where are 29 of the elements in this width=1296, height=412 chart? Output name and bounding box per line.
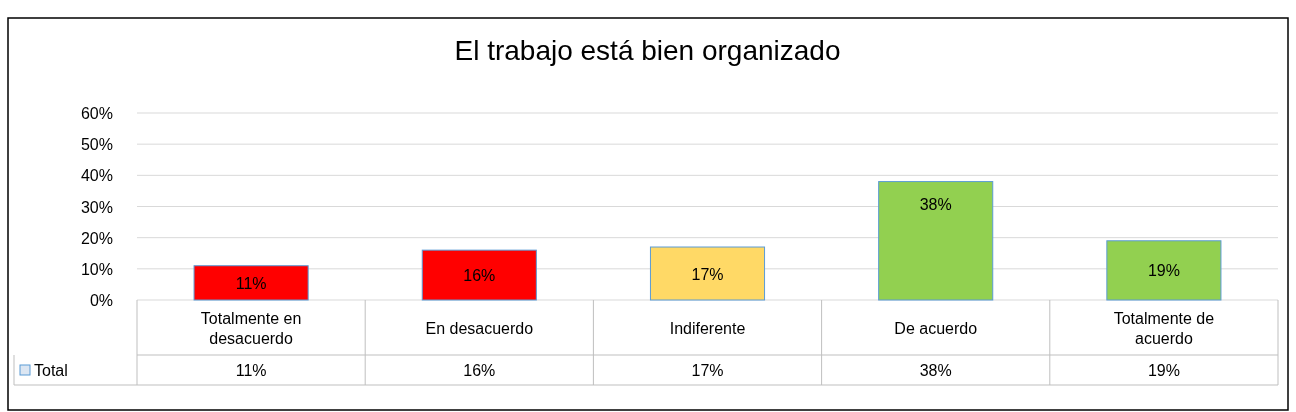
text: 17% [691, 265, 724, 283]
data-label: 17% [691, 362, 724, 379]
y-tick-label: 20% [80, 229, 113, 247]
x-tick-label: Totalmente de acuerdo [1113, 309, 1215, 347]
y-tick-label: 40% [80, 167, 113, 185]
text: Total [34, 362, 68, 379]
x-tick-label: Indiferente [669, 319, 746, 337]
data-label: 38% [919, 362, 952, 379]
x-tick-label: Totalmente en desacuerdo [200, 309, 302, 347]
data-label: 11% [235, 362, 267, 379]
y-tick-label: 10% [80, 260, 113, 278]
bar [193, 265, 309, 301]
y-tick-label: 0% [89, 292, 113, 309]
x-tick-label: En desacuerdo [425, 319, 534, 337]
text: 11% [235, 274, 267, 292]
text: 16% [463, 267, 496, 285]
y-tick-label: 30% [80, 198, 113, 216]
text: 19% [1147, 262, 1180, 280]
bar [421, 249, 537, 301]
text: 38% [919, 195, 952, 213]
bar [649, 246, 766, 301]
chart-title: El trabajo está bien organizado [454, 35, 841, 66]
bar [878, 181, 994, 301]
data-label: 16% [463, 362, 496, 379]
y-tick-label: 60% [80, 105, 113, 122]
y-tick-label: 50% [80, 136, 113, 154]
bar [1106, 240, 1222, 301]
data-label: 19% [1147, 362, 1180, 379]
x-tick-label: De acuerdo [894, 319, 978, 337]
